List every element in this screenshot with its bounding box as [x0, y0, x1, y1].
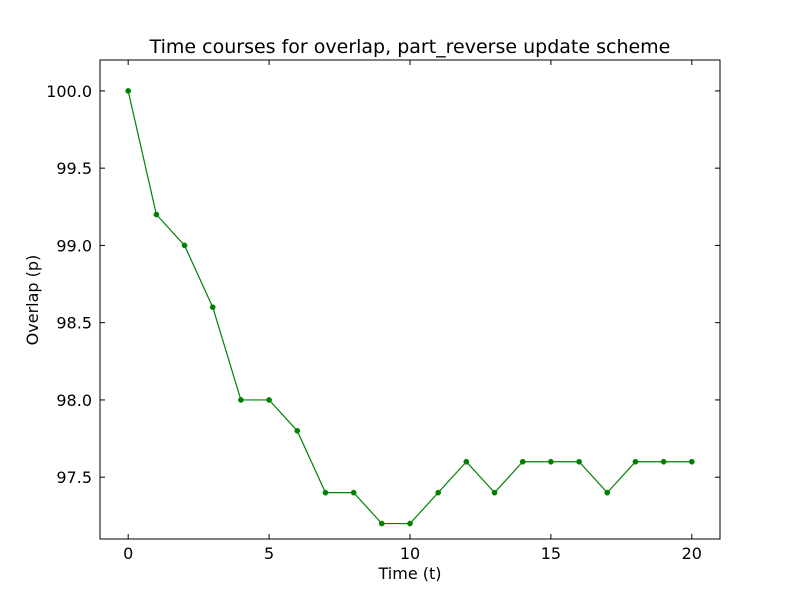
y-tick-label: 98.5: [56, 314, 92, 333]
y-axis-ticks: 97.5 98.0 98.5 99.0 99.5 100.0: [46, 82, 720, 487]
plot-frame: [99, 59, 721, 540]
data-point: [209, 304, 216, 311]
data-point: [491, 489, 498, 496]
y-tick-label: 97.5: [56, 468, 92, 487]
y-tick-label: 99.5: [56, 159, 92, 178]
data-point: [125, 88, 132, 94]
x-tick-label: 20: [682, 544, 702, 563]
data-point: [407, 520, 413, 527]
data-point: [378, 520, 385, 527]
x-axis-ticks: 0 5 10 15 20: [123, 60, 702, 563]
y-tick-label: 100.0: [46, 82, 92, 101]
data-point: [238, 397, 244, 403]
data-point: [266, 397, 272, 403]
y-tick-label: 98.0: [56, 391, 92, 410]
data-point: [181, 242, 188, 249]
data-point: [576, 458, 582, 465]
data-point: [632, 458, 639, 465]
data-point: [435, 489, 442, 496]
data-point: [548, 458, 554, 465]
x-tick-label: 15: [541, 544, 561, 563]
data-point: [322, 489, 329, 496]
data-point: [604, 489, 611, 496]
y-tick-label: 99.0: [56, 236, 92, 255]
x-tick-label: 0: [123, 544, 133, 563]
data-point: [519, 458, 526, 465]
data-point: [463, 458, 470, 465]
y-axis-label: Overlap (p): [23, 255, 42, 346]
data-point: [153, 211, 160, 218]
data-point: [350, 489, 357, 496]
data-point: [660, 458, 667, 465]
x-tick-label: 10: [400, 544, 420, 563]
x-axis-label: Time (t): [378, 564, 442, 583]
x-tick-label: 5: [264, 544, 274, 563]
data-point: [688, 458, 695, 465]
chart-title: Time courses for overlap, part_reverse u…: [149, 36, 671, 58]
data-point: [294, 427, 301, 434]
series-group: [125, 88, 695, 527]
